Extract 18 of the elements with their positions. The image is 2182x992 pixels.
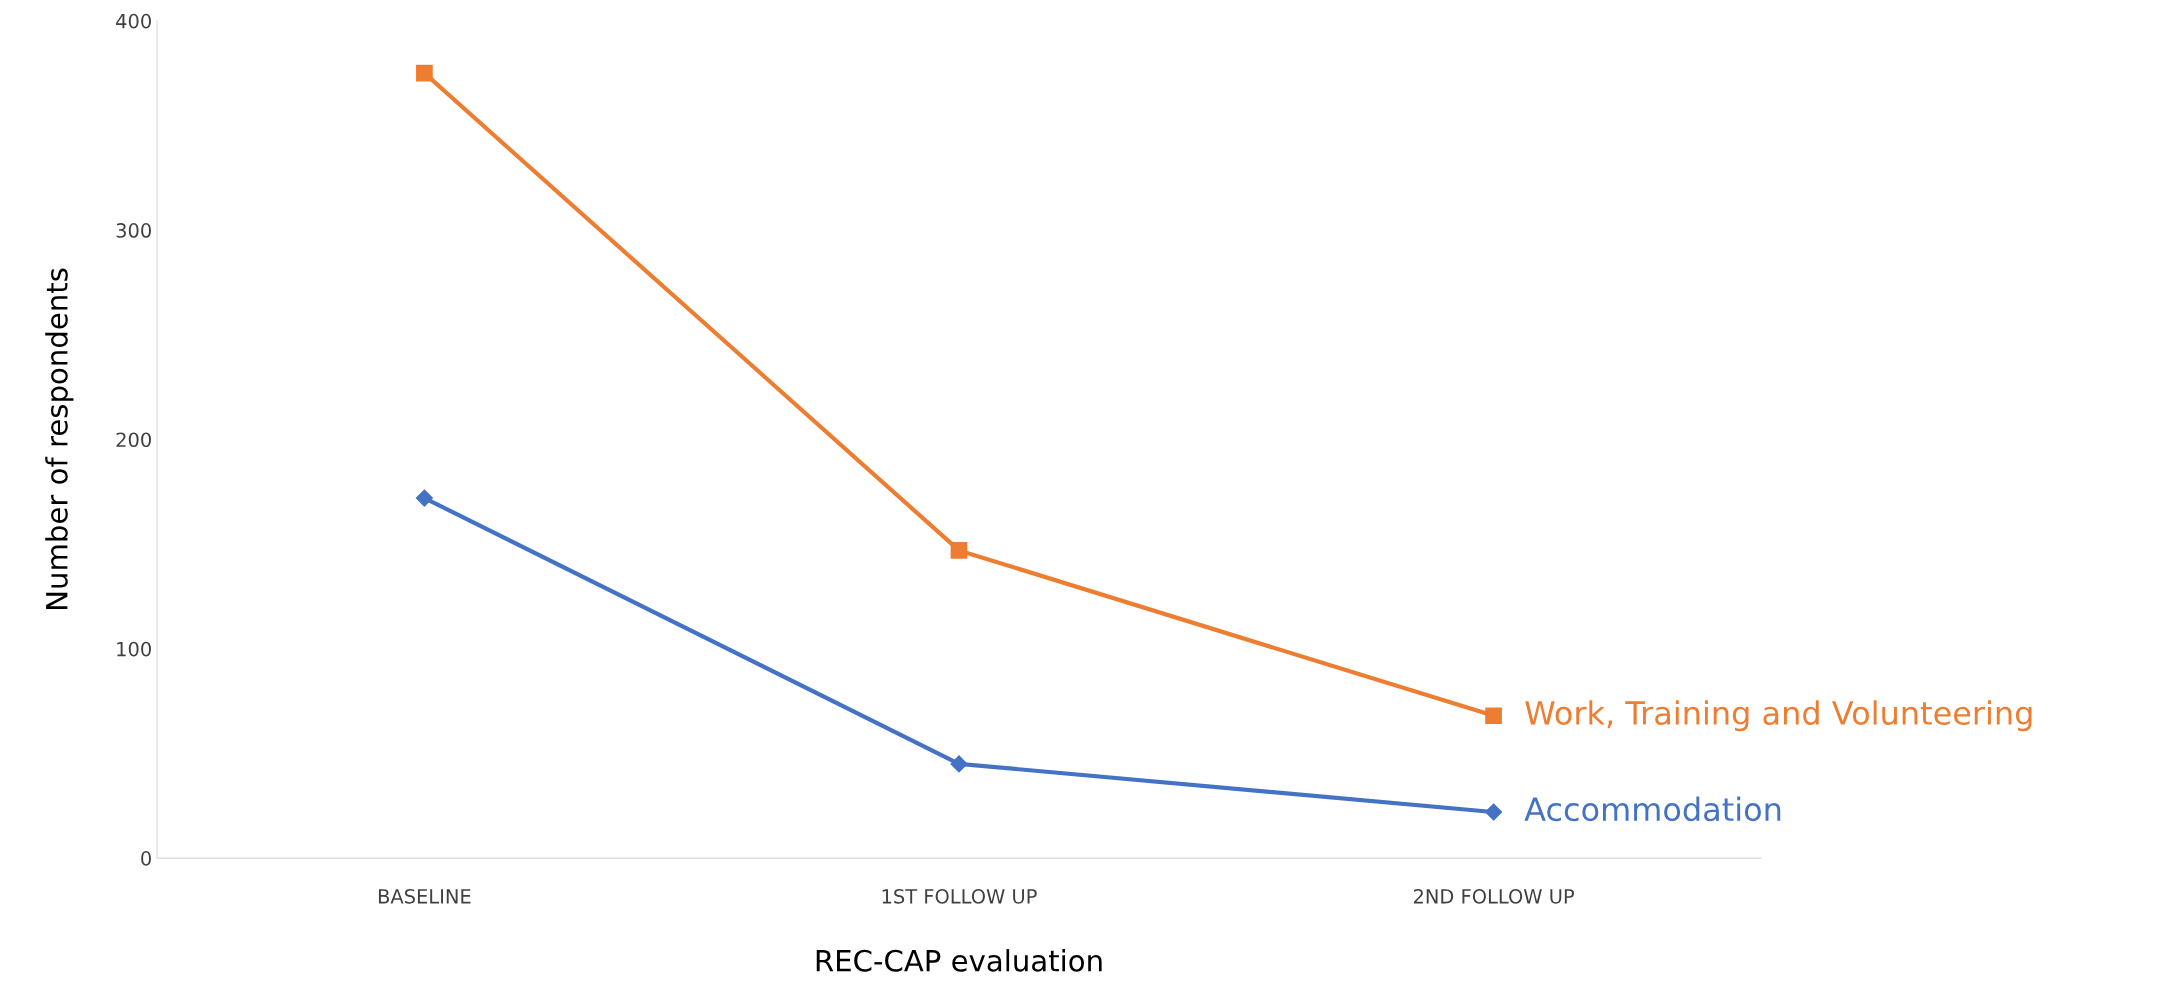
point — [416, 64, 433, 82]
y-tick-label: 400 — [116, 13, 151, 29]
y-tick-label: 100 — [117, 641, 151, 657]
point — [950, 542, 968, 559]
y-tick-label: 0 — [141, 851, 151, 866]
x-tick-label: BASELINE — [378, 888, 471, 904]
x-axis-title: REC-CAP evaluation — [816, 949, 1102, 972]
x-tick-label: 1ST FOLLOW UP — [882, 888, 1037, 904]
x-tick-label: 2ND FOLLOW UP — [1413, 888, 1575, 904]
y-tick-label: 200 — [116, 432, 151, 448]
series-label: Work, Training and Volunteering — [1525, 700, 2032, 732]
point — [1485, 803, 1503, 821]
point — [415, 489, 433, 507]
y-axis-title: Number of respondents — [45, 268, 74, 609]
series-label: Accommodation — [1524, 796, 1781, 822]
point — [1485, 707, 1502, 725]
y-tick-label: 300 — [116, 223, 151, 238]
point — [950, 755, 968, 773]
